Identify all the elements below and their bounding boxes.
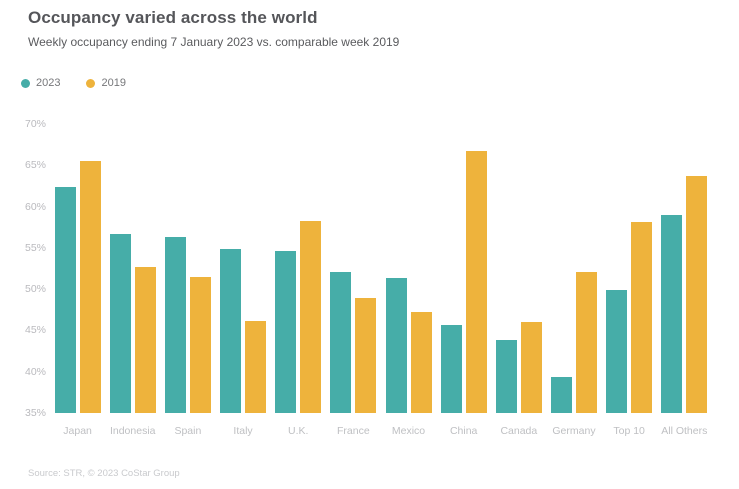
bar-2019-all-others [686,176,708,413]
x-axis-label: Indonesia [109,425,156,437]
legend-label-2023: 2023 [36,77,61,89]
x-axis-label: All Others [661,425,708,437]
source-attribution: Source: STR, © 2023 CoStar Group [28,468,180,479]
bar-2019-mexico [410,312,432,413]
chart-title: Occupancy varied across the world [28,8,318,27]
bar-2019-top-10 [631,222,653,413]
y-tick-label: 45% [24,324,46,337]
x-axis-label: Japan [63,425,92,437]
bar-2023-spain [164,237,186,413]
legend-dot-2023-icon [21,78,30,88]
bar-group-china [436,124,491,413]
y-tick-label: 65% [24,159,46,172]
bar-2023-france [330,271,352,413]
bar-group-top-10 [602,124,657,413]
chart-legend: 2023 2019 [21,77,126,89]
bar-group-mexico [381,124,436,413]
y-tick-label: 50% [24,283,46,296]
legend-item-2019: 2019 [86,77,126,89]
bar-group-canada [491,124,546,413]
x-axis-label: Germany [552,425,596,437]
bar-group-italy [215,124,270,413]
bar-group-u-k- [271,124,326,413]
x-axis-label: U.K. [287,425,309,437]
bar-2023-u-k- [275,251,297,413]
y-tick-label: 55% [24,241,46,254]
bar-2019-japan [79,161,101,413]
bar-2023-italy [220,248,242,413]
bar-2023-japan [54,186,76,413]
bar-2019-italy [245,320,267,413]
legend-label-2019: 2019 [101,77,126,89]
y-tick-label: 35% [24,407,46,419]
bar-plot-area [50,124,712,413]
y-tick-label: 70% [24,118,46,130]
bar-2019-canada [520,322,542,413]
x-axis-labels: Japan Indonesia Spain Italy U.K. France Mexico… [50,425,712,437]
x-axis-label: China [449,425,478,437]
bar-2023-indonesia [109,233,131,413]
y-tick-label: 40% [24,365,46,378]
bar-group-france [326,124,381,413]
x-axis-label: Mexico [391,425,426,437]
bar-2023-china [440,325,462,413]
bar-2023-mexico [385,277,407,413]
bar-2023-all-others [661,214,683,413]
legend-dot-2019-icon [86,78,96,88]
bar-2023-germany [550,376,572,413]
chart-subtitle: Weekly occupancy ending 7 January 2023 v… [28,35,400,49]
bar-group-japan [50,124,105,413]
x-axis-label: Canada [500,425,538,437]
bar-2023-canada [495,340,517,413]
bar-group-indonesia [105,124,160,413]
bar-2019-spain [189,276,211,413]
x-axis-label: Top 10 [613,425,645,437]
bar-group-germany [546,124,601,413]
legend-item-2023: 2023 [21,77,60,89]
x-axis-label: Spain [174,425,202,437]
bar-2023-top-10 [606,289,628,413]
bar-2019-indonesia [134,266,156,413]
x-axis-label: Italy [233,425,253,437]
x-axis-label: France [337,425,370,437]
bar-2019-france [355,298,377,413]
y-tick-label: 60% [24,200,46,213]
bar-group-all-others [657,124,712,413]
bar-group-spain [160,124,215,413]
bar-2019-germany [575,271,597,413]
bar-2019-china [465,151,487,413]
bar-2019-u-k- [300,220,322,413]
